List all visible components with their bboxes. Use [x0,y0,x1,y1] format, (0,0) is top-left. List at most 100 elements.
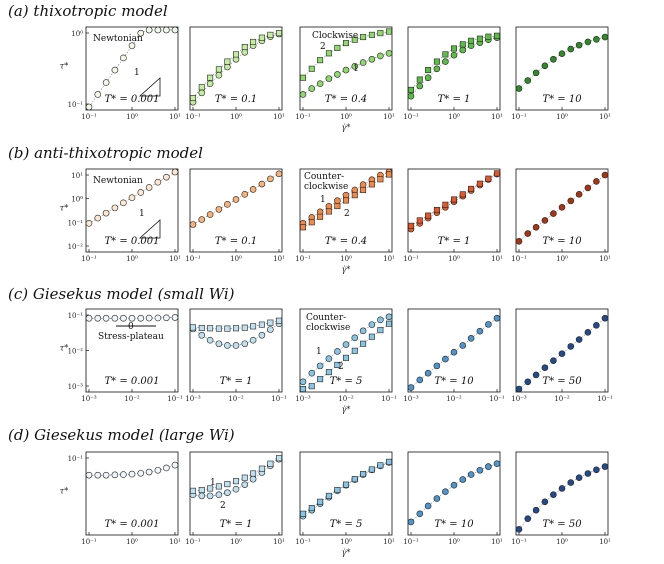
data-point [207,325,214,332]
data-point [317,498,324,505]
data-point [351,476,358,483]
data-point [368,321,376,328]
data-point [385,50,393,57]
data-point [154,26,162,34]
data-point [351,36,358,43]
data-point [575,336,583,343]
data-point [267,326,274,333]
tstar-label: T* = 1 [438,236,471,247]
data-point [593,35,600,43]
data-point [241,324,248,331]
data-point [593,178,600,185]
annotation: 2 [338,362,344,372]
tstar-label: T* = 5 [330,376,363,387]
data-point [128,314,136,322]
series-up [85,26,179,111]
data-point [325,369,332,376]
data-point [232,342,240,349]
data-point [163,314,170,322]
data-point [342,354,349,361]
data-point [425,67,432,74]
row-title: (c) Giesekus model (small Wi) [8,285,235,303]
data-point [601,314,609,322]
annotation: 1 [134,68,140,78]
annotation: 2 [220,501,226,511]
x-tick-label: 10⁰ [448,538,460,546]
data-point [128,470,136,478]
panel-3-5: 10⁻³ 10⁻² 10⁻¹ T* = 50 [511,308,613,403]
x-tick-label: 10⁻¹ [403,113,419,121]
data-point [485,463,492,470]
data-point [385,28,392,35]
x-tick-label: 10⁻³ [81,395,97,403]
data-point [567,45,575,53]
tstar-label: T* = 0.1 [215,236,257,247]
data-point [308,85,316,92]
data-point [85,103,93,111]
data-point [325,75,333,82]
series-down [190,455,282,494]
x-tick-label: 10¹ [599,113,611,121]
data-point [128,194,136,201]
data-point [459,342,467,349]
x-tick-label: 10⁰ [340,538,352,546]
data-point [433,362,441,370]
data-point [377,462,384,469]
data-point [459,476,467,483]
data-point [385,458,392,465]
x-tick-label: 10¹ [491,538,503,546]
data-point [190,95,197,102]
data-point [433,495,441,502]
tstar-label: T* = 1 [438,94,471,105]
data-point [584,184,592,192]
data-point [385,313,393,321]
data-point [102,209,110,217]
data-point [232,196,240,203]
data-point [207,74,214,81]
data-point [442,355,449,363]
data-point [198,84,205,91]
data-point [250,470,257,477]
data-point [360,34,367,41]
panel-1-1: 10⁻¹ 10⁰ 10¹ 10⁰ 10⁻¹ τ* Newtonian 1 T* = 0.001 [60,26,181,121]
data-point [550,55,557,63]
data-point [558,50,566,57]
data-point [515,237,523,245]
data-point [189,221,197,228]
data-point [550,210,557,217]
annotation: Counter- [306,313,346,323]
data-point [215,483,222,490]
series-down [190,30,282,102]
data-point [171,314,179,321]
data-point [407,222,414,229]
data-point [416,510,424,518]
data-point [111,471,119,479]
panel-frame [299,308,393,393]
series-line [88,29,175,108]
data-point [515,85,523,92]
panel-2-4: 10⁻¹ 10⁰ 10¹ T* = 1 [403,168,503,263]
data-point [85,314,93,322]
tstar-label: T* = 10 [434,376,474,387]
tstar-label: T* = 0.1 [215,94,257,105]
data-point [241,340,249,348]
x-tick-label: 10⁻¹ [81,538,97,546]
panel-2-1: 10⁻¹ 10⁰ 10¹ 10¹ 10⁰ 10⁻¹ 10⁻² τ* Newtonian 1 T* =… [60,168,181,263]
data-point [334,203,341,210]
data-point [102,79,110,86]
series-up [85,314,179,322]
x-tick-label: 10⁻³ [511,395,527,403]
tstar-label: T* = 0.001 [104,519,159,530]
x-tick-label: 10⁻¹ [295,255,311,263]
data-point [215,325,222,332]
data-point [258,465,265,472]
series-down [299,458,392,517]
data-point [325,355,333,362]
data-point [532,371,540,379]
y-tick-label: 10⁻¹ [68,219,84,227]
panel-3-4: 10⁻³ 10⁻² 10⁻¹ T* = 10 [403,308,505,403]
data-point [334,44,341,51]
tstar-label: T* = 50 [542,519,582,530]
data-point [85,471,93,479]
data-point [233,51,240,58]
